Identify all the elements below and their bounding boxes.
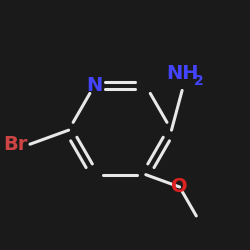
Text: 2: 2 [194,74,203,88]
Text: O: O [171,178,188,197]
Text: NH: NH [166,64,198,83]
Text: Br: Br [3,135,28,154]
Text: N: N [86,76,102,95]
